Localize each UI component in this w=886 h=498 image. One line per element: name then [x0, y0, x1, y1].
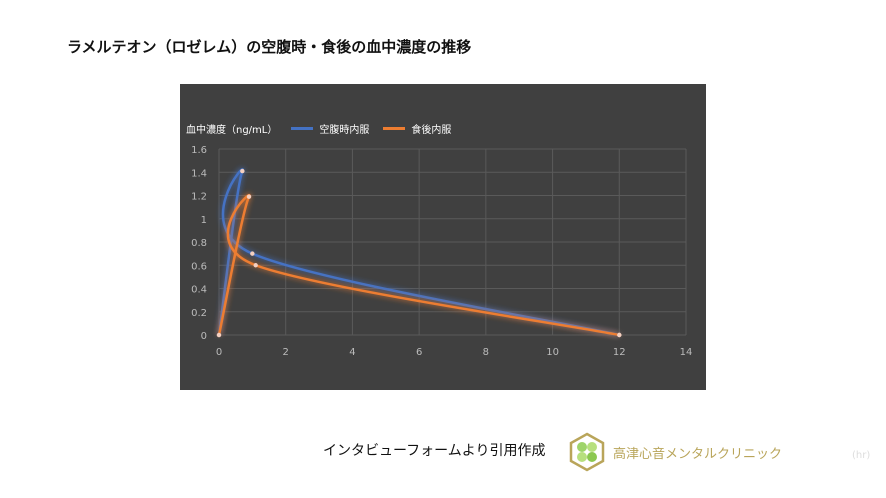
- x-tick-label: 12: [613, 347, 626, 358]
- y-tick-label: 0: [201, 331, 207, 342]
- y-tick-label: 0.8: [191, 238, 207, 249]
- legend-swatch-fed: [383, 127, 406, 130]
- source-note: インタビューフォームより引用作成: [323, 443, 546, 459]
- data-point: [216, 332, 222, 338]
- data-point: [253, 263, 258, 268]
- y-tick-label: 1: [201, 215, 207, 226]
- x-tick-label: 0: [216, 347, 222, 358]
- y-tick-label: 1.4: [191, 168, 207, 179]
- chart: 0 0.2 0.4 0.6 0.8 1 1.2 1.4 1.6 0 2 4 6 8 10 12 14 (hr): [180, 84, 870, 461]
- y-tick-label: 0.4: [191, 285, 207, 296]
- y-tick-label: 1.6: [191, 145, 207, 156]
- legend-swatch-fasting: [291, 127, 314, 130]
- series-line-0: [217, 168, 620, 337]
- x-axis-label: (hr): [852, 450, 871, 461]
- legend-label-fed: 食後内服: [411, 125, 452, 136]
- data-point: [246, 194, 252, 199]
- page-title: ラメルテオン（ロゼレム）の空腹時・食後の血中濃度の推移: [67, 38, 472, 56]
- x-tick-label: 2: [283, 347, 289, 358]
- y-tick-label: 1.2: [191, 192, 207, 203]
- y-tick-label: 0.6: [191, 261, 207, 272]
- x-tick-label: 10: [546, 347, 559, 358]
- x-tick-label: 6: [416, 347, 422, 358]
- y-tick-label: 0.2: [191, 308, 207, 319]
- series-line-1: [217, 193, 620, 337]
- clinic-logo-icon: [569, 432, 605, 472]
- legend: 血中濃度（ng/mL） 空腹時内服 食後内服: [186, 121, 451, 136]
- legend-label-fasting: 空腹時内服: [319, 125, 370, 136]
- clinic-name: 高津心音メンタルクリニック: [613, 447, 783, 462]
- x-tick-label: 14: [680, 347, 693, 358]
- data-point: [250, 251, 255, 256]
- x-tick-label: 4: [349, 347, 355, 358]
- y-axis-label: 血中濃度（ng/mL）: [186, 125, 278, 136]
- data-point: [617, 332, 622, 338]
- x-tick-label: 8: [483, 347, 489, 358]
- data-point: [240, 168, 245, 174]
- chart-plot: 0 0.2 0.4 0.6 0.8 1 1.2 1.4 1.6 0 2 4 6 8 10 12 14: [191, 145, 693, 358]
